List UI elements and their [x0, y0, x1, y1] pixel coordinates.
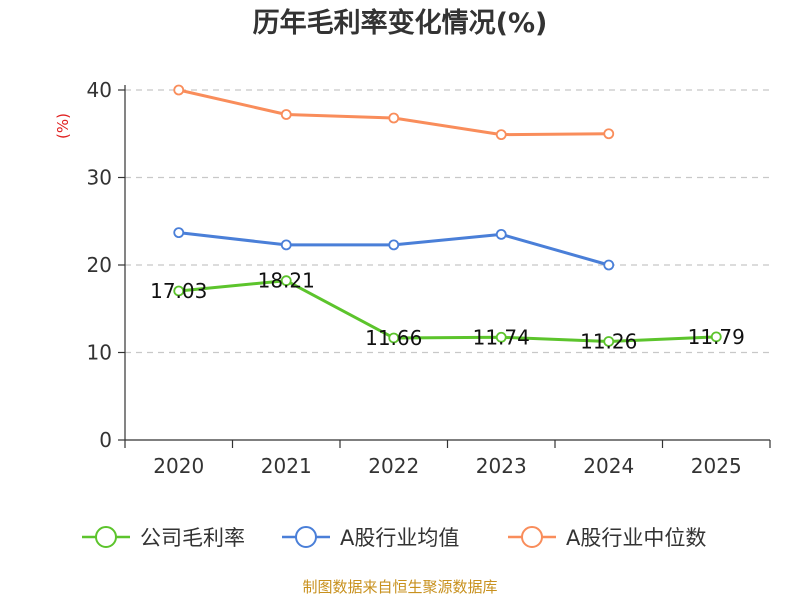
x-tick-label-2025: 2025: [691, 454, 742, 478]
data-label-2025: 11.79: [688, 325, 745, 349]
point-0-2020[interactable]: [173, 285, 185, 297]
y-tick-label-10: 10: [87, 341, 112, 365]
y-tick-label-20: 20: [87, 253, 112, 277]
y-tick-label-30: 30: [87, 166, 112, 190]
legend-label-0: 公司毛利率: [140, 526, 245, 550]
data-label-2024: 11.26: [580, 329, 637, 353]
gridlines: [125, 89, 770, 354]
data-label-2022: 11.66: [365, 326, 422, 350]
point-0-2025[interactable]: [710, 331, 722, 343]
data-labels: 17.03 18.21 11.66 11.74 11.26 11.79: [150, 269, 745, 354]
chart-title: 历年毛利率变化情况(%): [253, 7, 548, 39]
point-0-2021[interactable]: [280, 275, 292, 287]
x-tick-label-2021: 2021: [261, 454, 312, 478]
point-0-2023[interactable]: [495, 331, 507, 343]
data-label-2023: 11.74: [473, 325, 530, 349]
x-tick-label-2024: 2024: [583, 454, 634, 478]
y-tick-label-40: 40: [87, 78, 112, 102]
point-2-2021[interactable]: [280, 109, 292, 120]
series-line-2: [178, 88, 609, 137]
point-1-2021[interactable]: [280, 239, 292, 251]
legend-marker-1: [295, 526, 317, 548]
legend-item-0[interactable]: 公司毛利率: [82, 526, 245, 550]
point-0-2022[interactable]: [388, 332, 400, 344]
point-0-2024[interactable]: [603, 336, 615, 347]
x-tick-label-2023: 2023: [476, 454, 527, 478]
legend-label-2: A股行业中位数: [566, 526, 706, 550]
series-line-0: [178, 279, 717, 343]
legend-marker-0: [95, 526, 117, 548]
series-lines: [173, 84, 722, 347]
y-tick-label-0: 0: [99, 428, 112, 452]
legend[interactable]: 公司毛利率 A股行业均值 A股行业中位数: [82, 526, 706, 550]
data-label-2021: 18.21: [258, 269, 315, 293]
point-1-2024[interactable]: [603, 259, 615, 271]
legend-item-2[interactable]: A股行业中位数: [508, 526, 706, 550]
legend-marker-2: [521, 526, 543, 548]
y-axis-unit: (%): [54, 113, 72, 139]
axes: 0 10 20 30 40 2020 2021 2022 2023 2024 2025: [87, 78, 771, 478]
legend-item-1[interactable]: A股行业均值: [282, 526, 459, 550]
x-tick-label-2022: 2022: [368, 454, 419, 478]
point-2-2022[interactable]: [388, 112, 400, 124]
point-2-2024[interactable]: [603, 128, 615, 140]
x-tick-label-2020: 2020: [153, 454, 204, 478]
point-2-2023[interactable]: [495, 129, 507, 141]
point-1-2023[interactable]: [495, 228, 507, 240]
data-label-2020: 17.03: [150, 279, 207, 303]
point-1-2022[interactable]: [388, 239, 400, 251]
point-2-2020[interactable]: [173, 84, 185, 96]
legend-label-1: A股行业均值: [340, 526, 459, 550]
source-note: 制图数据来自恒生聚源数据库: [302, 578, 497, 596]
point-1-2020[interactable]: [173, 227, 185, 239]
